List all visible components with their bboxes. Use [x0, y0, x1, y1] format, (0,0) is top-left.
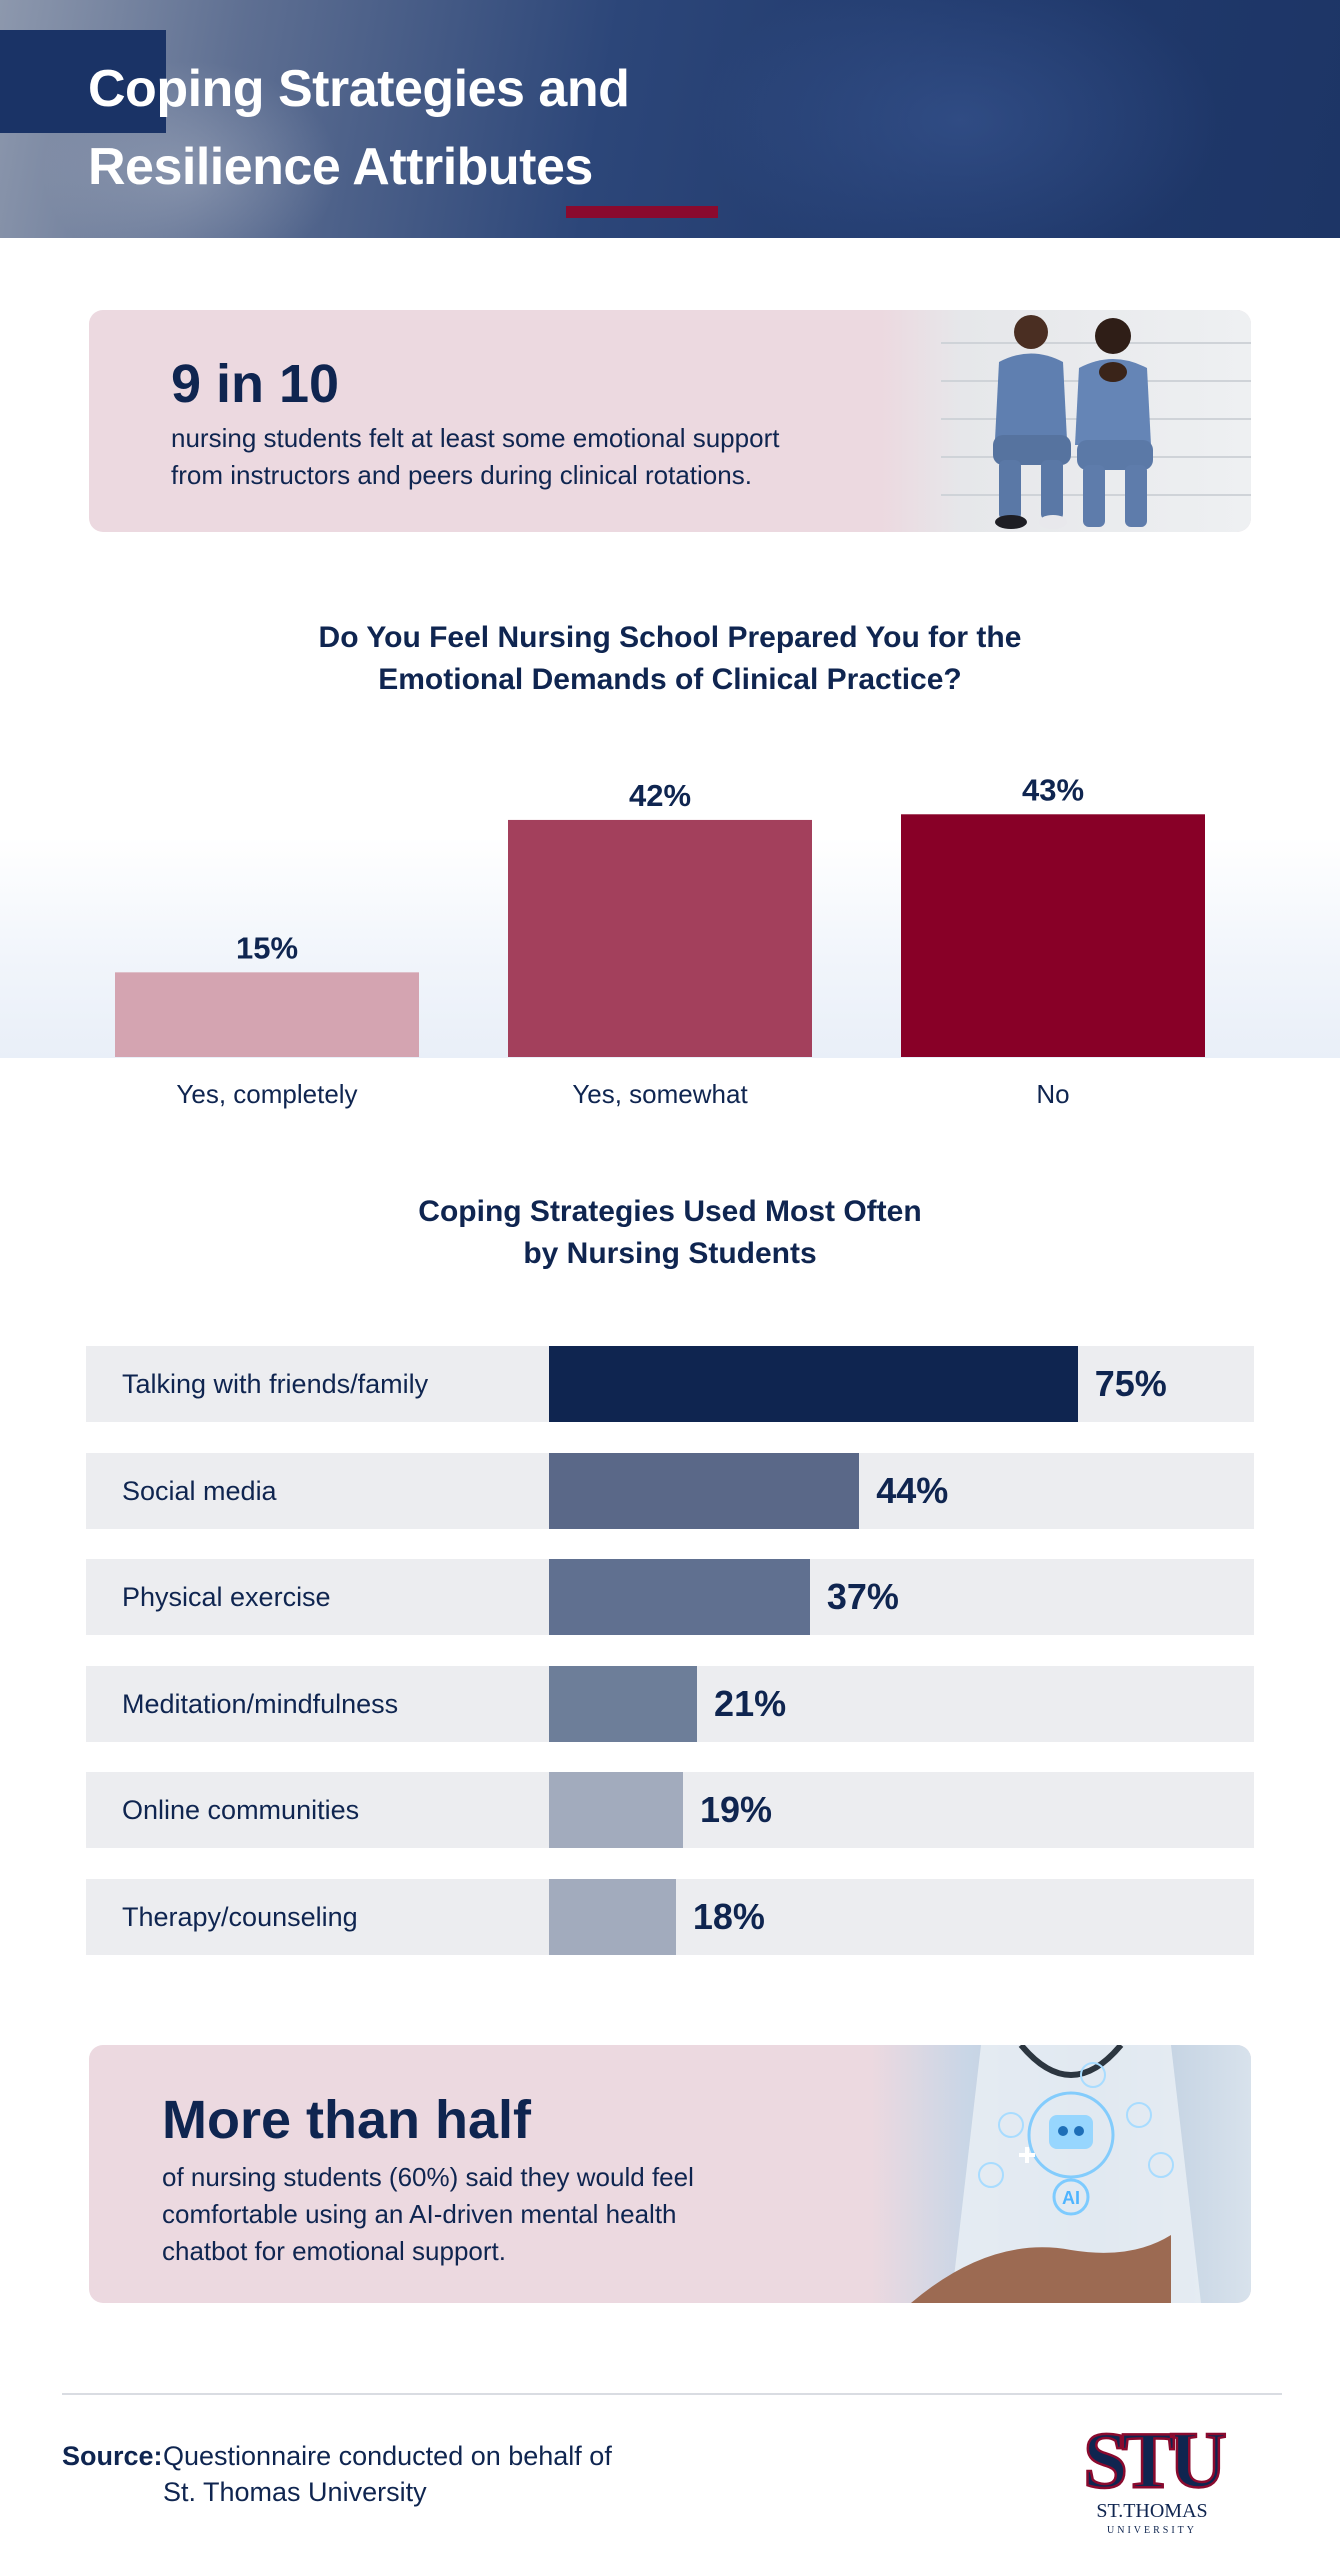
ai-description-line1: of nursing students (60%) said they woul…: [162, 2162, 694, 2192]
coping-value-social-media: 44%: [876, 1469, 949, 1511]
column-value-label-yes-completely: 15%: [236, 930, 298, 965]
coping-bar-social-media: [549, 1452, 860, 1529]
support-description-line2: from instructors and peers during clinic…: [171, 460, 752, 490]
chart2-title-line2: by Nursing Students: [523, 1237, 817, 1270]
coping-value-online-communities: 19%: [699, 1789, 772, 1830]
coping-row-talking-with-friends-family: Talking with friends/family 75%: [86, 1346, 1254, 1422]
page-title: Coping Strategies and Resilience Attribu…: [88, 50, 788, 206]
coping-label-therapy-counseling: Therapy/counseling: [122, 1901, 358, 1932]
ai-description: of nursing students (60%) said they woul…: [162, 2159, 694, 2270]
coping-row-therapy-counseling: Therapy/counseling 18%: [86, 1878, 1254, 1955]
title-underline: [566, 206, 718, 218]
column-category-label-yes-completely: Yes, completely: [176, 1079, 357, 1109]
coping-value-meditation-mindfulness: 21%: [714, 1682, 787, 1724]
page-title-line1: Coping Strategies and: [88, 60, 630, 118]
source-line1: Questionnaire conducted on behalf of: [163, 2441, 612, 2471]
chart1-title: Do You Feel Nursing School Prepared You …: [0, 617, 1340, 701]
column-bar-yes-somewhat: [508, 819, 812, 1057]
coping-bar-therapy-counseling: [549, 1878, 676, 1955]
coping-bar-talking-with-friends-family: [549, 1346, 1078, 1422]
ai-description-line3: chatbot for emotional support.: [162, 2236, 506, 2266]
coping-bar-meditation-mindfulness: [549, 1665, 698, 1742]
coping-row-meditation-mindfulness: Meditation/mindfulness 21%: [86, 1665, 1254, 1742]
chart1-title-line2: Emotional Demands of Clinical Practice?: [378, 663, 962, 696]
column-value-label-yes-somewhat: 42%: [629, 778, 691, 813]
page-title-line2: Resilience Attributes: [88, 138, 593, 196]
chart2-title: Coping Strategies Used Most Often by Nur…: [0, 1191, 1340, 1275]
coping-value-physical-exercise: 37%: [826, 1576, 899, 1617]
logo-name: ST.THOMAS: [1096, 2500, 1207, 2522]
nursing-students-illustration: [993, 315, 1153, 529]
coping-label-talking-with-friends-family: Talking with friends/family: [122, 1369, 429, 1399]
column-category-label-no: No: [1036, 1079, 1069, 1109]
coping-row-online-communities: Online communities 19%: [86, 1772, 1254, 1848]
coping-row-social-media: Social media 44%: [86, 1452, 1254, 1529]
column-bar-no: [901, 814, 1205, 1057]
coping-row-physical-exercise: Physical exercise 37%: [86, 1559, 1254, 1635]
coping-label-physical-exercise: Physical exercise: [122, 1582, 331, 1612]
header-accent-block: [0, 30, 166, 133]
column-value-label-no: 43%: [1022, 772, 1084, 807]
source-line2: St. Thomas University: [163, 2477, 427, 2507]
footer-divider: [62, 2393, 1282, 2395]
support-description: nursing students felt at least some emot…: [171, 420, 779, 494]
logo-sub: UNIVERSITY: [1107, 2525, 1197, 2536]
ai-badge-text: AI: [1062, 2188, 1080, 2208]
coping-bar-online-communities: [549, 1772, 683, 1848]
coping-label-social-media: Social media: [122, 1475, 277, 1506]
ai-description-line2: comfortable using an AI-driven mental he…: [162, 2199, 677, 2229]
coping-label-meditation-mindfulness: Meditation/mindfulness: [122, 1688, 399, 1719]
source-text: Questionnaire conducted on behalf of St.…: [163, 2438, 683, 2510]
support-callout-card: 9 in 10 nursing students felt at least s…: [89, 310, 1251, 532]
preparedness-column-chart: 15% Yes, completely 42% Yes, somewhat 43% No: [115, 772, 1205, 1109]
chart1-title-line1: Do You Feel Nursing School Prepared You …: [318, 621, 1022, 654]
column-bar-yes-completely: [115, 972, 419, 1057]
ai-doctor-photo: AI: [871, 2045, 1251, 2303]
support-headline: 9 in 10: [171, 354, 340, 414]
column-category-label-yes-somewhat: Yes, somewhat: [572, 1079, 748, 1109]
ai-robot-illustration: AI: [911, 2045, 1201, 2303]
coping-bar-physical-exercise: [549, 1559, 810, 1635]
support-description-line1: nursing students felt at least some emot…: [171, 423, 780, 453]
ai-chatbot-callout-card: More than half of nursing students (60%)…: [89, 2045, 1251, 2303]
header-banner: Coping Strategies and Resilience Attribu…: [0, 0, 1340, 238]
coping-value-talking-with-friends-family: 75%: [1094, 1363, 1167, 1404]
logo-mark: STU: [1083, 2417, 1225, 2505]
st-thomas-university-logo: STU ST.THOMAS UNIVERSITY: [1082, 2416, 1232, 2536]
ai-headline: More than half: [162, 2090, 532, 2150]
source-label: Source:: [62, 2441, 163, 2471]
header-photo-shadow: [700, 0, 1220, 238]
coping-value-therapy-counseling: 18%: [692, 1895, 765, 1937]
students-on-stairs-photo: [881, 310, 1251, 532]
chart2-title-line1: Coping Strategies Used Most Often: [418, 1195, 922, 1228]
coping-label-online-communities: Online communities: [122, 1795, 360, 1825]
